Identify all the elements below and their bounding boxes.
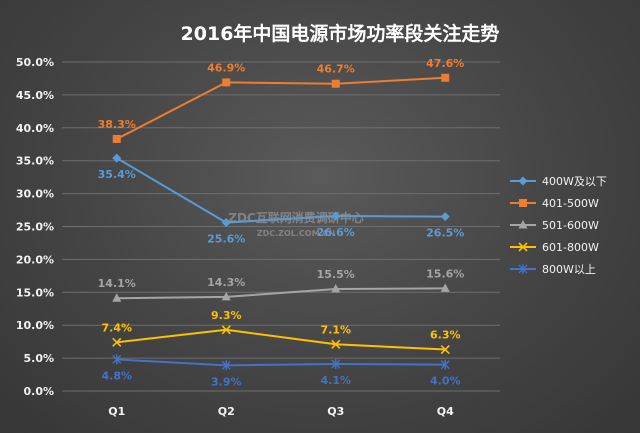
series-2 bbox=[112, 73, 450, 143]
series-layer bbox=[112, 73, 450, 371]
watermark-line2: ZDC.ZOL.COM.CN bbox=[257, 229, 335, 238]
legend: 400W及以下 401-500W 501-600W 601-800W 800W以上 bbox=[510, 175, 607, 276]
data-label: 4.1% bbox=[320, 374, 351, 387]
data-point bbox=[221, 360, 231, 371]
data-point bbox=[331, 284, 341, 293]
y-tick-label: 45.0% bbox=[16, 89, 54, 102]
series-line bbox=[116, 328, 446, 351]
data-label: 35.4% bbox=[98, 168, 136, 181]
legend-marker bbox=[518, 264, 528, 274]
y-tick-label: 35.0% bbox=[16, 155, 54, 168]
data-point bbox=[331, 79, 340, 88]
legend-label: 601-800W bbox=[542, 241, 599, 254]
x-tick-label: Q4 bbox=[437, 405, 454, 418]
series-5 bbox=[112, 354, 450, 371]
data-label: 4.0% bbox=[430, 375, 461, 388]
series-line bbox=[116, 358, 446, 367]
data-label: 6.3% bbox=[430, 329, 461, 342]
data-labels: 35.4% 25.6% 26.6% 26.5% 38.3% 46.9% 46.7% 47.6%… bbox=[98, 57, 465, 389]
y-tick-label: 0.0% bbox=[23, 385, 54, 398]
data-label: 26.6% bbox=[317, 226, 355, 239]
data-point bbox=[112, 293, 122, 302]
x-tick-label: Q3 bbox=[327, 405, 344, 418]
data-label: 15.6% bbox=[426, 267, 464, 280]
legend-marker bbox=[518, 242, 528, 252]
data-point bbox=[221, 218, 231, 228]
data-label: 15.5% bbox=[317, 268, 355, 281]
x-axis: Q1 Q2 Q3 Q4 bbox=[108, 405, 454, 418]
data-point bbox=[440, 344, 450, 355]
data-label: 14.1% bbox=[98, 277, 136, 290]
y-tick-label: 25.0% bbox=[16, 221, 54, 234]
data-point bbox=[112, 354, 122, 365]
x-tick-label: Q2 bbox=[218, 405, 235, 418]
data-point bbox=[112, 153, 122, 163]
data-point bbox=[440, 212, 450, 222]
series-3 bbox=[112, 283, 450, 302]
data-label: 47.6% bbox=[426, 57, 464, 70]
data-point bbox=[331, 211, 341, 221]
data-label: 3.9% bbox=[211, 375, 242, 388]
legend-item: 401-500W bbox=[510, 197, 599, 210]
legend-label: 400W及以下 bbox=[542, 175, 607, 188]
y-tick-label: 15.0% bbox=[16, 286, 54, 299]
legend-item: 601-800W bbox=[510, 241, 599, 254]
series-1 bbox=[112, 153, 450, 228]
y-axis: 0.0% 5.0% 10.0% 15.0% 20.0% 25.0% 30.0% 35.0% 40… bbox=[16, 56, 54, 398]
data-point bbox=[221, 291, 231, 301]
data-label: 7.4% bbox=[101, 321, 132, 334]
x-tick-label: Q1 bbox=[108, 405, 125, 418]
legend-marker bbox=[518, 220, 528, 229]
legend-label: 401-500W bbox=[542, 197, 599, 210]
data-point bbox=[440, 283, 450, 292]
legend-item: 501-600W bbox=[510, 219, 599, 232]
series-line bbox=[116, 287, 446, 300]
data-label: 38.3% bbox=[98, 118, 136, 131]
y-tick-label: 50.0% bbox=[16, 56, 54, 69]
grid-lines bbox=[62, 61, 500, 392]
y-tick-label: 20.0% bbox=[16, 253, 54, 266]
data-label: 26.5% bbox=[426, 227, 464, 240]
data-point bbox=[221, 325, 231, 335]
y-tick-label: 40.0% bbox=[16, 122, 54, 135]
data-label: 46.9% bbox=[207, 61, 245, 74]
series-line bbox=[116, 76, 446, 140]
data-point bbox=[222, 78, 231, 87]
data-label: 14.3% bbox=[207, 276, 245, 289]
legend-item: 800W以上 bbox=[510, 263, 596, 276]
legend-item: 400W及以下 bbox=[510, 175, 607, 188]
legend-marker bbox=[518, 176, 528, 186]
data-point bbox=[112, 337, 122, 347]
data-point bbox=[441, 73, 450, 82]
chart-title: 2016年中国电源市场功率段关注走势 bbox=[181, 22, 500, 45]
legend-marker bbox=[519, 199, 527, 207]
series-line bbox=[116, 157, 446, 224]
legend-label: 800W以上 bbox=[542, 263, 596, 276]
data-point bbox=[331, 339, 341, 349]
data-point bbox=[331, 359, 341, 370]
y-tick-label: 10.0% bbox=[16, 319, 54, 332]
data-label: 4.8% bbox=[101, 369, 132, 382]
series-4 bbox=[112, 325, 450, 355]
data-point bbox=[440, 359, 450, 370]
data-label: 9.3% bbox=[211, 309, 242, 322]
y-tick-label: 30.0% bbox=[16, 188, 54, 201]
data-label: 7.1% bbox=[320, 323, 351, 336]
legend-label: 501-600W bbox=[542, 219, 599, 232]
y-tick-label: 5.0% bbox=[23, 352, 54, 365]
data-point bbox=[112, 134, 121, 143]
data-label: 25.6% bbox=[207, 233, 245, 246]
data-label: 46.7% bbox=[317, 63, 355, 76]
